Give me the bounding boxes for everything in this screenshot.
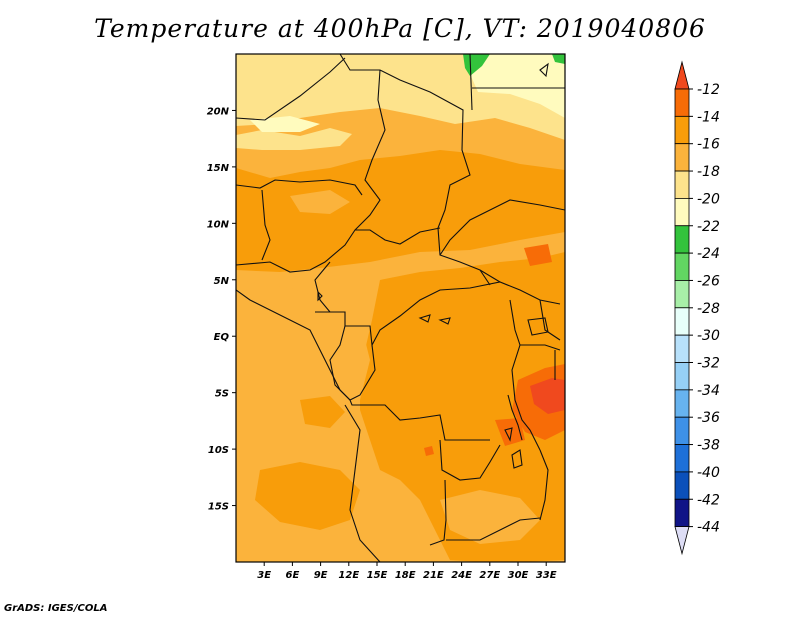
colorbar-swatch-0 xyxy=(674,88,690,117)
lat-tick-label-5: 5S xyxy=(215,389,229,400)
colorbar-swatch-10 xyxy=(674,362,690,391)
lon-tick-label-7: 24E xyxy=(451,570,472,581)
colorbar-swatch-7 xyxy=(674,280,690,309)
colorbar-swatch-2 xyxy=(674,143,690,172)
colorbar-label-7: -26 xyxy=(697,273,720,289)
colorbar-swatch-9 xyxy=(674,334,690,363)
lon-tick-label-3: 12E xyxy=(338,570,359,581)
lon-tick-label-9: 30E xyxy=(508,570,529,581)
colorbar-swatch-6 xyxy=(674,252,690,281)
colorbar-swatch-15 xyxy=(674,498,690,528)
lon-tick-label-8: 27E xyxy=(479,570,500,581)
colorbar-label-12: -36 xyxy=(697,410,720,426)
colorbar-swatch-13 xyxy=(674,444,690,473)
colorbar-label-0: -12 xyxy=(697,82,720,98)
colorbar-label-2: -16 xyxy=(697,137,720,153)
colorbar-swatch-12 xyxy=(674,416,690,445)
colorbar-arrow-top xyxy=(674,60,690,90)
colorbar-label-9: -30 xyxy=(697,328,720,344)
longitude-axis: 3E 6E 9E 12E 15E 18E 21E 24E 27E 30E 33E xyxy=(257,562,557,581)
colorbar-label-5: -22 xyxy=(697,219,720,235)
colorbar-label-10: -32 xyxy=(697,356,720,372)
lat-tick-label-6: 10S xyxy=(208,445,229,456)
colorbar-swatch-3 xyxy=(674,170,690,199)
map-title: Temperature at 400hPa [C], VT: 201904080… xyxy=(94,14,706,43)
lon-tick-label-1: 6E xyxy=(286,570,300,581)
lat-tick-label-7: 15S xyxy=(208,502,229,513)
colorbar-swatch-8 xyxy=(674,307,690,336)
colorbar-label-4: -20 xyxy=(697,191,720,207)
colorbar-label-13: -38 xyxy=(697,438,720,454)
lat-tick-label-4: EQ xyxy=(214,332,230,343)
lon-tick-label-10: 33E xyxy=(536,570,557,581)
colorbar-swatch-4 xyxy=(674,197,690,227)
lon-tick-label-4: 15E xyxy=(367,570,388,581)
lat-tick-label-1: 15N xyxy=(207,163,230,174)
credit-label: GrADS: IGES/COLA xyxy=(4,603,108,614)
country-borders xyxy=(236,54,565,562)
colorbar-label-11: -34 xyxy=(697,383,720,399)
lon-tick-label-0: 3E xyxy=(257,570,271,581)
lon-tick-label-6: 21E xyxy=(423,570,444,581)
colorbar-label-3: -18 xyxy=(697,164,720,180)
lat-tick-label-3: 5N xyxy=(214,276,230,287)
map-frame xyxy=(235,53,566,563)
colorbar-label-6: -24 xyxy=(697,246,720,262)
colorbar-swatch-1 xyxy=(674,115,690,145)
latitude-axis: 20N 15N 10N 5N EQ 5S 10S 15S xyxy=(207,106,236,513)
lat-tick-label-0: 20N xyxy=(207,106,230,117)
colorbar-swatch-5 xyxy=(674,225,690,254)
colorbar-label-8: -28 xyxy=(697,301,720,317)
lon-tick-label-5: 18E xyxy=(395,570,416,581)
colorbar-arrow-bottom xyxy=(674,526,690,556)
colorbar: -12 -14 -16 -18 -20 -22 -24 -26 -28 -30 -32 -34 -36 -… xyxy=(674,60,720,556)
colorbar-swatch-14 xyxy=(674,471,690,500)
colorbar-label-15: -42 xyxy=(697,492,720,508)
temperature-field xyxy=(236,54,565,562)
lon-tick-label-2: 9E xyxy=(314,570,328,581)
colorbar-label-1: -14 xyxy=(697,109,720,125)
colorbar-label-16: -44 xyxy=(697,520,720,536)
lat-tick-label-2: 10N xyxy=(207,219,230,230)
colorbar-swatch-11 xyxy=(674,389,690,418)
colorbar-label-14: -40 xyxy=(697,465,720,481)
